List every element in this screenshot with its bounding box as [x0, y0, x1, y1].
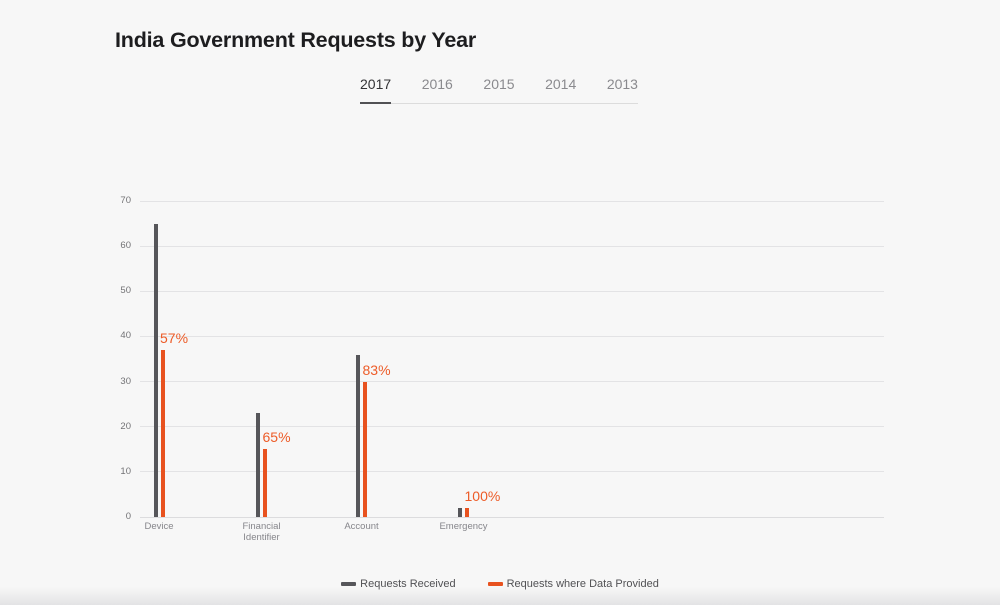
gridline-20: [140, 426, 884, 428]
legend-swatch-icon: [487, 582, 503, 586]
bar-requests-received-financial-identifier: [256, 413, 260, 517]
y-axis-tick-label: 10: [120, 465, 131, 477]
x-axis-category-label: Emergency: [439, 521, 488, 532]
x-axis-category-label: Device: [144, 521, 174, 532]
data-label-emergency: 100%: [464, 487, 501, 504]
y-axis-tick-label: 30: [120, 375, 131, 387]
gridline-50: [140, 290, 884, 292]
year-tabs: 2017 2016 2015 2014 2013: [360, 76, 638, 104]
legend-item-requests-where-data-provided: Requests where Data Provided: [487, 578, 659, 590]
gridline-70: [140, 200, 884, 202]
bar-requests-received-emergency: [458, 507, 462, 517]
y-axis-tick-label: 60: [120, 240, 131, 252]
bar-chart: 0 10 20 30 40 50 60 70 57% Device 65% Financial Ide…: [120, 196, 884, 543]
bar-data-provided-emergency: [465, 507, 469, 517]
data-label-account: 83%: [362, 361, 391, 378]
legend-item-requests-received: Requests Received: [341, 578, 456, 590]
gridline-0: [140, 516, 884, 518]
y-axis-tick-label: 20: [120, 420, 131, 432]
tab-2013[interactable]: 2013: [606, 76, 638, 92]
x-axis-category-label: Account: [344, 521, 379, 532]
x-axis-category-label: Financial Identifier: [242, 521, 281, 543]
gridline-40: [140, 335, 884, 337]
legend-label: Requests where Data Provided: [506, 578, 659, 590]
legend-swatch-icon: [341, 582, 357, 586]
y-axis-tick-label: 40: [120, 330, 131, 342]
tab-2014[interactable]: 2014: [545, 76, 577, 92]
bar-requests-received-account: [356, 354, 360, 517]
tab-2016[interactable]: 2016: [421, 76, 453, 92]
gridline-10: [140, 471, 884, 473]
y-axis-tick-label: 0: [125, 511, 131, 522]
data-label-device: 57%: [160, 329, 189, 346]
chart-legend: Requests Received Requests where Data Pro…: [0, 578, 1000, 590]
bar-data-provided-financial-identifier: [263, 449, 267, 517]
bar-data-provided-device: [160, 349, 165, 517]
tab-2015[interactable]: 2015: [483, 76, 515, 92]
page-title: India Government Requests by Year: [115, 28, 477, 52]
tab-2017[interactable]: 2017: [360, 76, 392, 104]
gridline-30: [140, 381, 884, 383]
bar-requests-received-device: [153, 223, 158, 517]
bar-data-provided-account: [363, 381, 367, 517]
data-label-financial-identifier: 65%: [262, 429, 291, 446]
gridline-60: [140, 245, 884, 247]
y-axis-tick-label: 70: [120, 195, 131, 206]
legend-label: Requests Received: [360, 578, 456, 590]
y-axis-tick-label: 50: [120, 285, 131, 297]
